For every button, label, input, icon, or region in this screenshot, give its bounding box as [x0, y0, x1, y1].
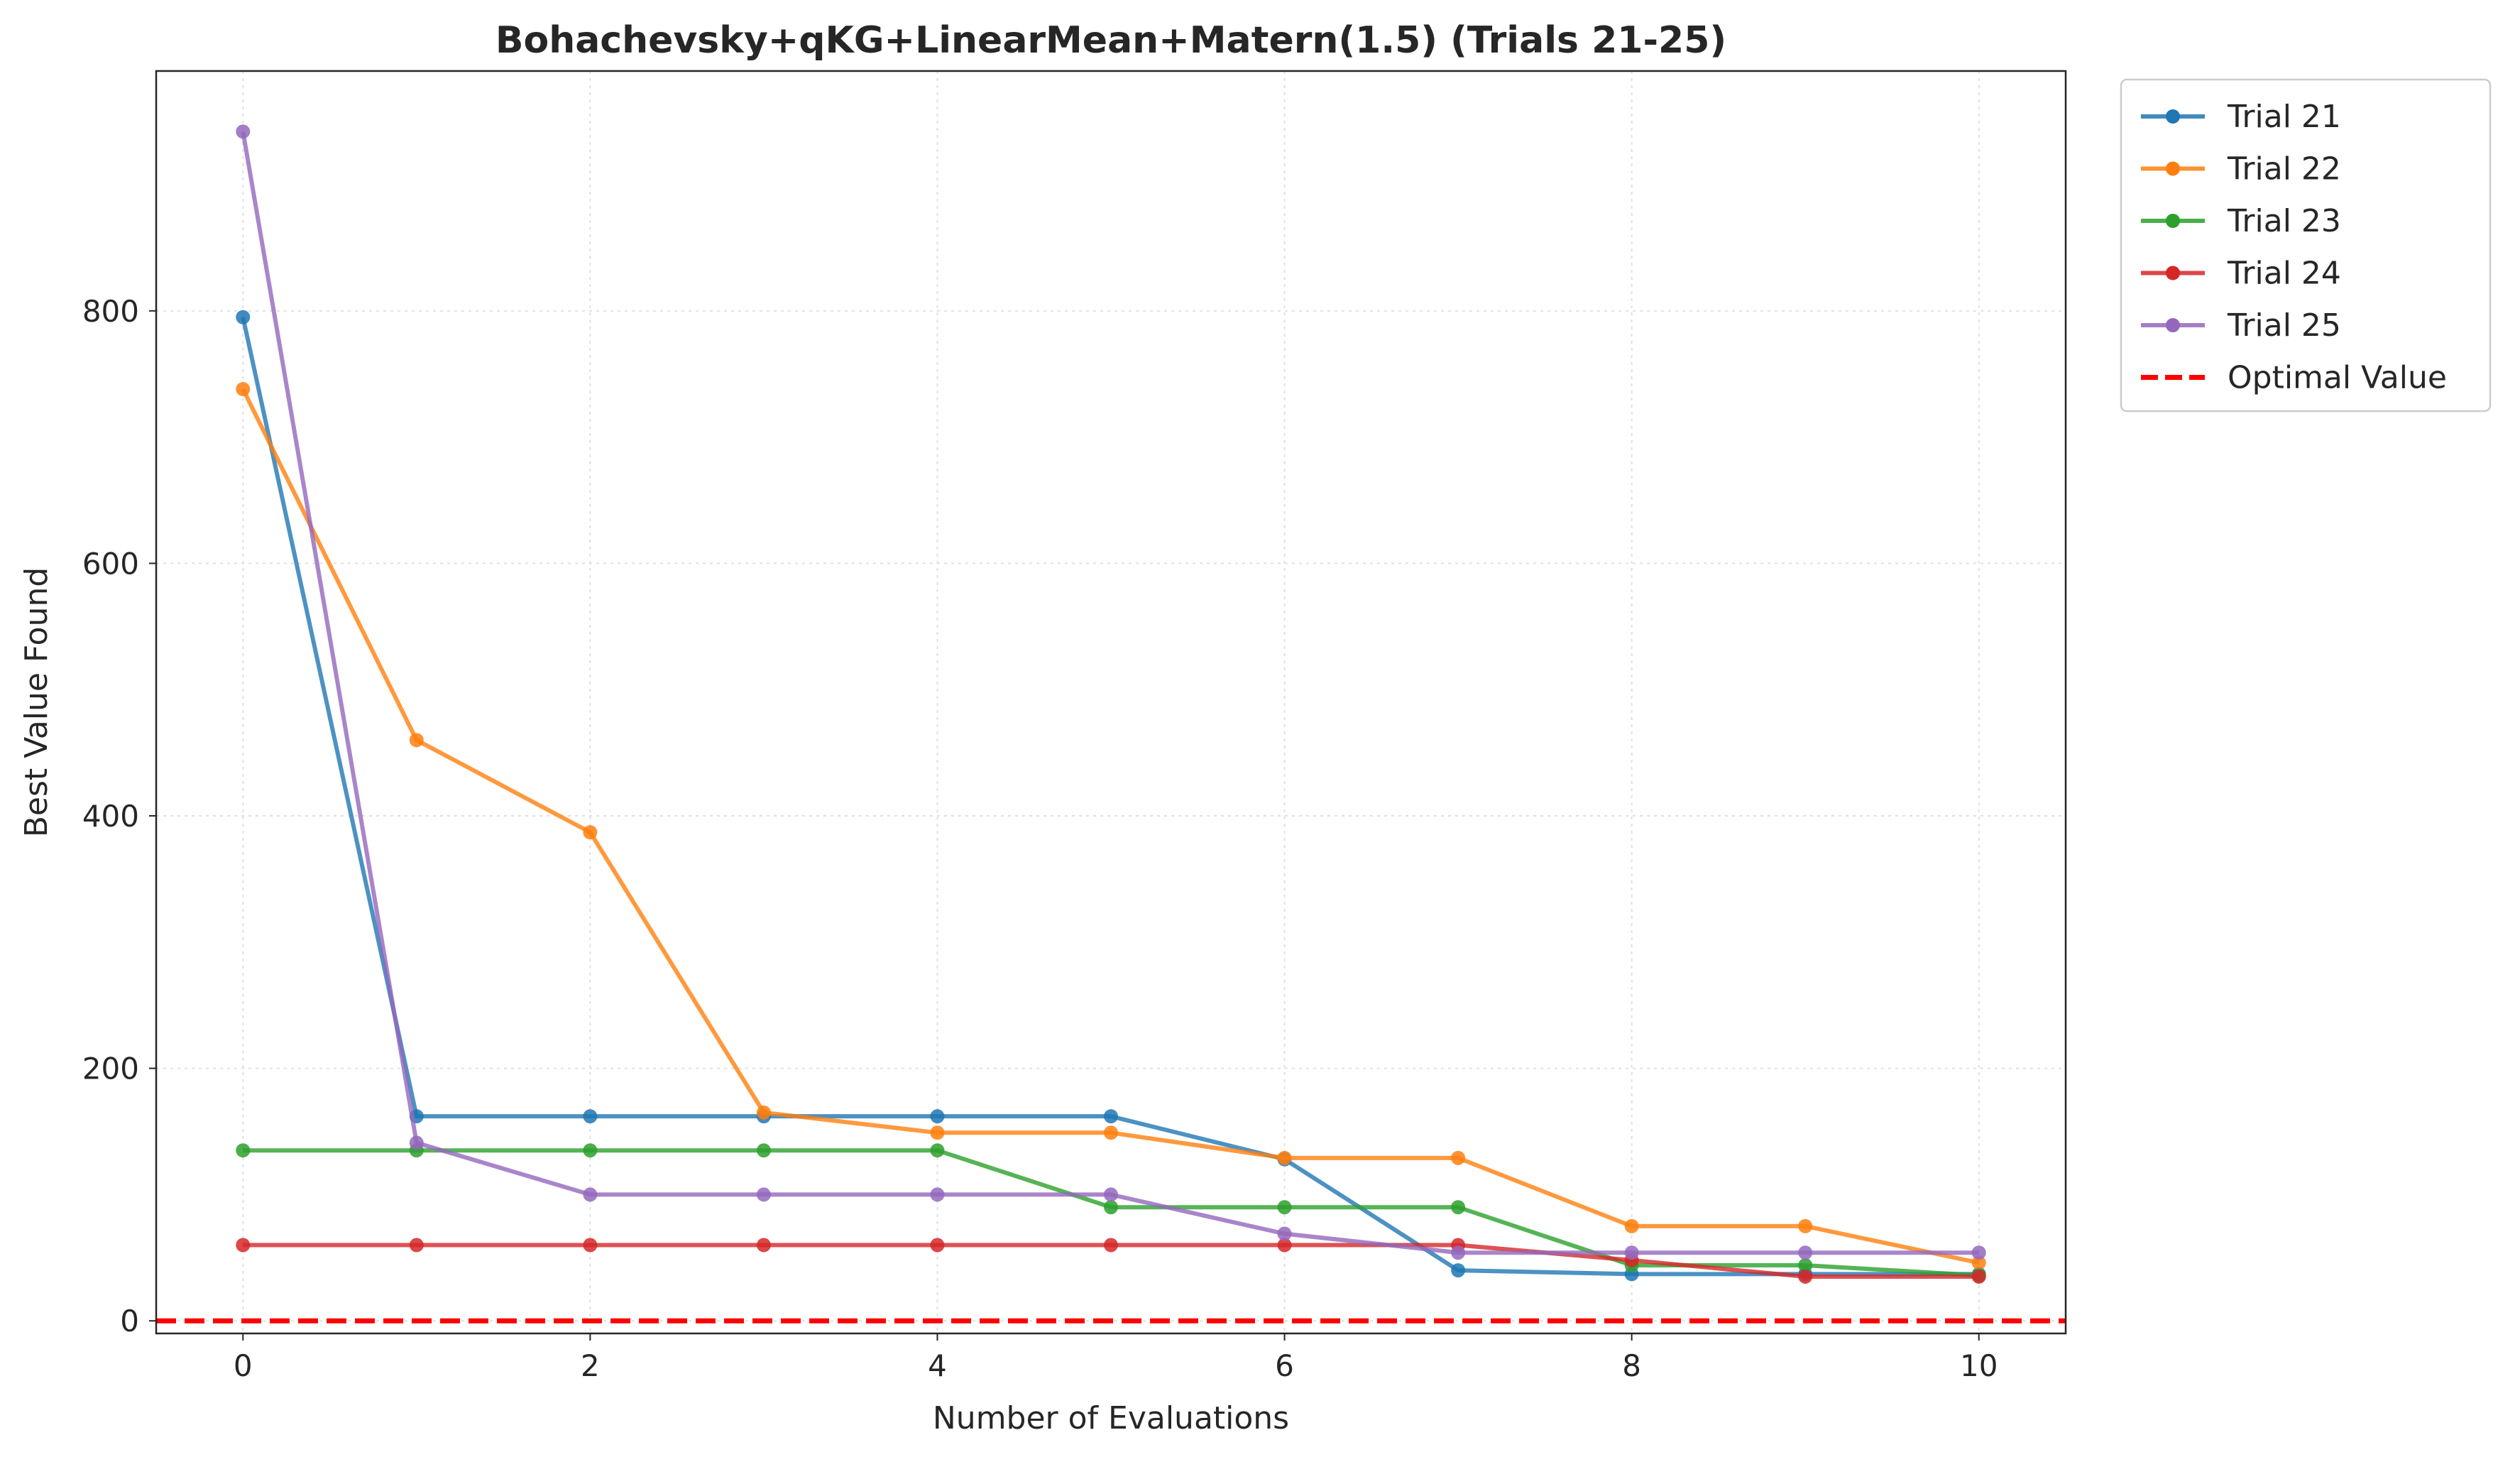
legend-marker-3: [2166, 214, 2180, 228]
series-4-point-0: [236, 1238, 251, 1253]
x-axis-label: Number of Evaluations: [933, 1400, 1289, 1436]
series-3-point-6: [1277, 1200, 1292, 1215]
series-2-point-3: [756, 1105, 771, 1120]
y-tick-label-800: 800: [82, 294, 139, 329]
series-5-point-0: [236, 124, 251, 139]
series-4-point-10: [1971, 1269, 1986, 1284]
x-tick-label-8: 8: [1622, 1348, 1641, 1383]
series-5-point-6: [1277, 1226, 1292, 1241]
series-2-point-0: [236, 382, 251, 397]
legend-marker-5: [2166, 318, 2180, 332]
series-1-point-2: [583, 1109, 598, 1124]
x-tick-label-6: 6: [1275, 1348, 1294, 1383]
legend-marker-2: [2166, 161, 2180, 176]
legend-marker-4: [2166, 266, 2180, 280]
legend-entry-2: Trial 22: [2141, 151, 2341, 187]
series-5: [236, 124, 1986, 1260]
series-2-point-6: [1277, 1150, 1292, 1165]
y-tick-label-200: 200: [82, 1052, 139, 1086]
series-5-point-8: [1624, 1245, 1639, 1260]
legend-label-6: Optimal Value: [2228, 360, 2447, 396]
legend-label-2: Trial 22: [2227, 151, 2341, 187]
series-5-point-1: [409, 1135, 424, 1150]
legend-marker-1: [2166, 109, 2180, 124]
x-tick-label-10: 10: [1960, 1348, 1998, 1383]
x-tick-label-0: 0: [234, 1348, 253, 1383]
series-5-point-7: [1451, 1245, 1466, 1260]
y-tick-label-0: 0: [120, 1304, 139, 1338]
legend-label-1: Trial 21: [2227, 99, 2341, 135]
series-1-point-4: [930, 1109, 945, 1124]
series-4-point-6: [1277, 1238, 1292, 1253]
legend-entry-4: Trial 24: [2141, 256, 2341, 292]
series-2-point-7: [1451, 1150, 1466, 1165]
series-4-point-2: [583, 1238, 598, 1253]
axis-ticks: 0 2 4 6 8 10 0 200 400 600 800: [82, 294, 1998, 1383]
series-5-point-5: [1104, 1187, 1118, 1202]
series-2-point-9: [1798, 1218, 1813, 1233]
y-tick-label-400: 400: [82, 799, 139, 834]
series-2-point-1: [409, 733, 424, 748]
chart-title: Bohachevsky+qKG+LinearMean+Matern(1.5) (…: [495, 19, 1726, 62]
series-1-point-5: [1104, 1109, 1118, 1124]
series-2-point-2: [583, 825, 598, 840]
series-4-point-4: [930, 1238, 945, 1253]
series-1-point-7: [1451, 1263, 1466, 1278]
legend-entry-6: Optimal Value: [2141, 360, 2447, 396]
series-2-point-4: [930, 1125, 945, 1140]
series-3-point-4: [930, 1143, 945, 1158]
series-4: [236, 1238, 1986, 1284]
legend-label-5: Trial 25: [2227, 307, 2341, 344]
series-3-point-9: [1798, 1257, 1813, 1272]
series-4-point-5: [1104, 1238, 1118, 1253]
legend-label-3: Trial 23: [2227, 203, 2341, 239]
series-3-point-7: [1451, 1200, 1466, 1215]
series-5-point-4: [930, 1187, 945, 1202]
legend-entry-1: Trial 21: [2141, 99, 2341, 135]
plot-area: [156, 124, 2066, 1324]
series-1-point-0: [236, 310, 251, 324]
x-tick-label-4: 4: [928, 1348, 947, 1383]
legend-entry-3: Trial 23: [2141, 203, 2341, 239]
plot-frame: [155, 70, 2067, 1335]
legend-entry-5: Trial 25: [2141, 307, 2341, 344]
series-2-point-10: [1971, 1255, 1986, 1270]
series-2-point-8: [1624, 1218, 1639, 1233]
series-2-point-5: [1104, 1125, 1118, 1140]
series-4-point-9: [1798, 1269, 1813, 1284]
series-3-point-0: [236, 1143, 251, 1158]
series-5-point-3: [756, 1187, 771, 1202]
series-3-point-5: [1104, 1200, 1118, 1215]
y-axis-label: Best Value Found: [18, 567, 55, 838]
y-tick-label-600: 600: [82, 546, 139, 581]
series-5-point-10: [1971, 1245, 1986, 1260]
legend: Trial 21 Trial 22 Trial 23 Trial 24 Trial 25…: [2120, 78, 2492, 413]
series-5-point-2: [583, 1187, 598, 1202]
series-3-point-2: [583, 1143, 598, 1158]
series-4-point-3: [756, 1238, 771, 1253]
series-3-point-3: [756, 1143, 771, 1158]
x-tick-label-2: 2: [581, 1348, 600, 1383]
legend-label-4: Trial 24: [2227, 256, 2341, 292]
series-4-point-1: [409, 1238, 424, 1253]
series-2: [236, 382, 1986, 1270]
series-5-point-9: [1798, 1245, 1813, 1260]
legend-box: [2120, 78, 2492, 413]
